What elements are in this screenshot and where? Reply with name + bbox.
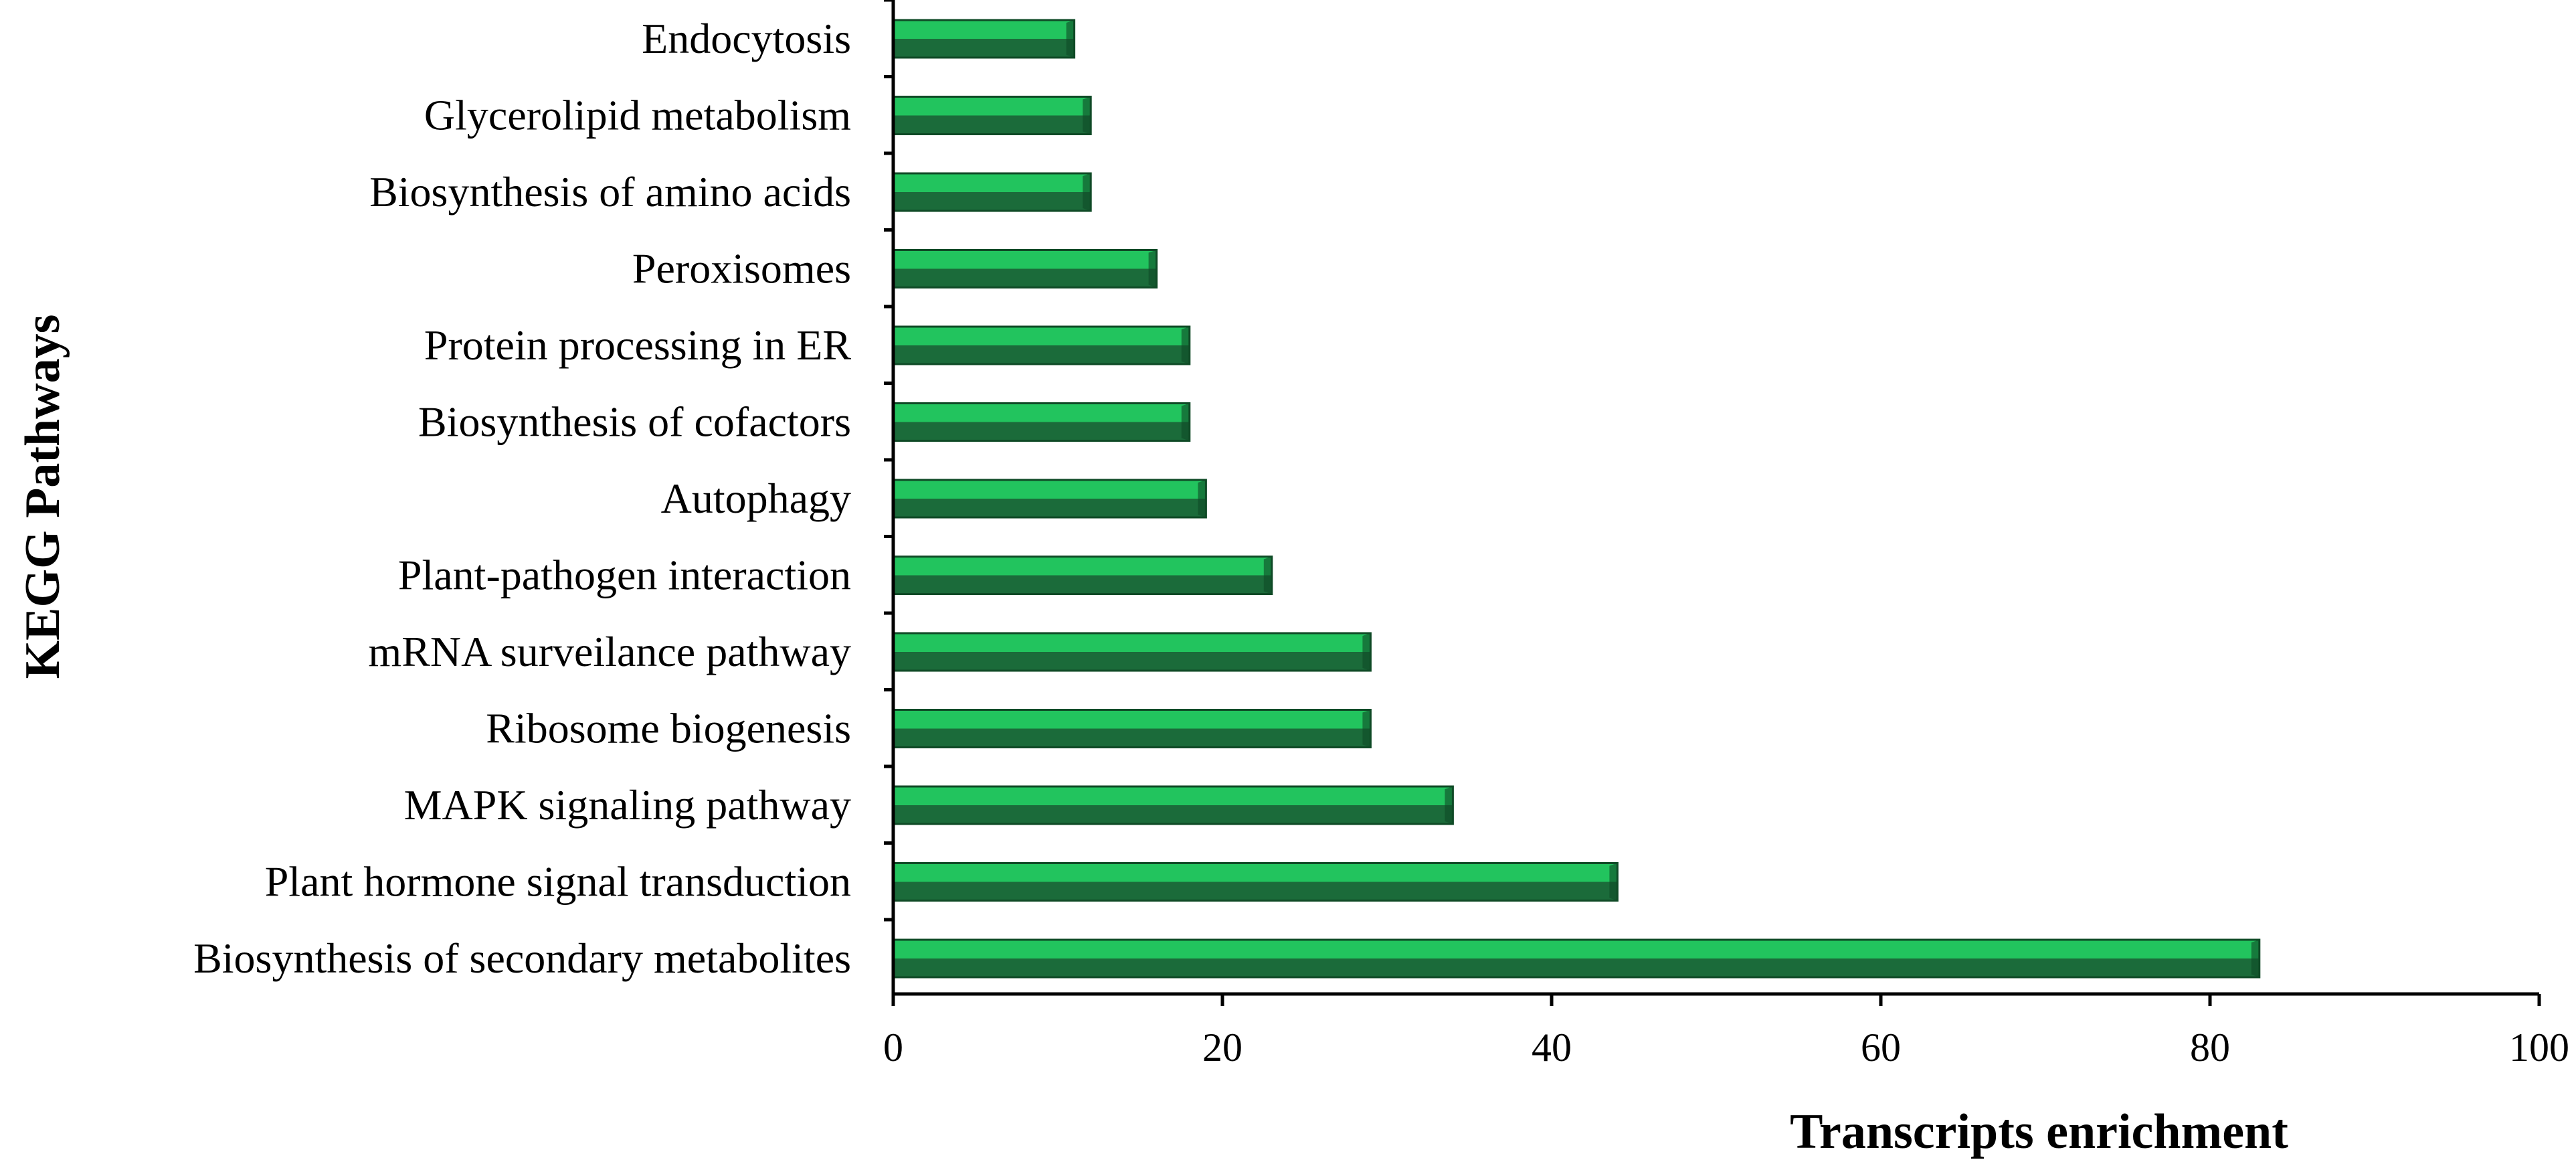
bar-shade [893, 422, 1190, 441]
bar-10 [892, 709, 1372, 748]
category-label: Biosynthesis of secondary metabolites [193, 934, 851, 982]
bar-4 [892, 249, 1158, 288]
y-axis-title: KEGG Pathways [15, 315, 70, 679]
x-tick-label: 60 [1861, 1025, 1901, 1070]
x-tick-label: 100 [2509, 1025, 2569, 1070]
bar-1 [892, 19, 1076, 59]
bar-cap [1445, 786, 1453, 824]
category-label: Glycerolipid metabolism [424, 92, 851, 139]
bar-cap [1362, 633, 1371, 671]
category-label: Plant hormone signal transduction [265, 858, 851, 906]
bar-cap [1066, 20, 1075, 58]
bar-11 [892, 785, 1454, 825]
x-tick-label: 0 [883, 1025, 903, 1070]
bars-group [892, 19, 2261, 979]
bar-shade [893, 728, 1371, 748]
category-label: Peroxisomes [632, 245, 851, 292]
bar-face [893, 786, 1453, 805]
category-label: Protein processing in ER [424, 321, 851, 369]
bar-face [893, 480, 1206, 499]
bar-shade [893, 192, 1091, 211]
x-tick-label: 40 [1532, 1025, 1572, 1070]
bar-7 [892, 479, 1207, 519]
bar-face [893, 940, 2260, 958]
x-tick-label: 80 [2190, 1025, 2230, 1070]
bar-cap [1198, 480, 1206, 517]
bar-face [893, 327, 1190, 345]
bar-face [893, 863, 1618, 882]
bar-face [893, 250, 1157, 269]
category-labels: Endocytosis Glycerolipid metabolism Biosyn… [193, 0, 893, 982]
category-label: mRNA surveilance pathway [368, 628, 851, 675]
bar-5 [892, 325, 1191, 365]
bar-cap [1181, 327, 1190, 364]
bar-shade [893, 268, 1157, 288]
bar-shade [893, 499, 1206, 517]
bar-face [893, 709, 1371, 729]
bar-shade [893, 652, 1371, 671]
axes-group [891, 0, 2539, 996]
x-tick-group: 0 20 40 60 80 100 [883, 994, 2569, 1070]
bar-8 [892, 556, 1273, 595]
category-label: Biosynthesis of amino acids [369, 168, 851, 216]
category-label: Ribosome biogenesis [486, 705, 851, 752]
bar-3 [892, 172, 1092, 212]
bar-9 [892, 632, 1372, 672]
bar-12 [892, 862, 1619, 902]
bar-cap [2251, 940, 2260, 977]
bar-cap [1263, 556, 1272, 594]
bar-cap [1148, 250, 1157, 288]
bar-shade [893, 882, 1618, 901]
bar-face [893, 633, 1371, 652]
bar-shade [893, 805, 1453, 824]
bar-shade [893, 575, 1272, 594]
bar-cap [1083, 173, 1091, 211]
x-axis-title: Transcripts enrichment [1790, 1104, 2288, 1159]
bar-6 [892, 402, 1191, 442]
category-label: Autophagy [661, 475, 851, 522]
bar-cap [1181, 403, 1190, 441]
category-label: Biosynthesis of cofactors [418, 398, 851, 446]
bar-shade [893, 345, 1190, 364]
bar-face [893, 403, 1190, 422]
bar-shade [893, 958, 2260, 977]
category-label: Endocytosis [642, 15, 851, 62]
category-label: MAPK signaling pathway [404, 781, 851, 829]
bar-face [893, 20, 1075, 39]
bar-shade [893, 115, 1091, 135]
bar-face [893, 556, 1272, 576]
bar-2 [892, 96, 1092, 135]
bar-cap [1362, 709, 1371, 748]
bar-face [893, 96, 1091, 116]
bar-face [893, 173, 1091, 192]
category-label: Plant-pathogen interaction [398, 552, 851, 599]
bar-cap [1609, 863, 1618, 901]
bar-shade [893, 39, 1075, 58]
bar-13 [892, 938, 2261, 979]
x-tick-label: 20 [1202, 1025, 1243, 1070]
bar-cap [1083, 96, 1091, 135]
